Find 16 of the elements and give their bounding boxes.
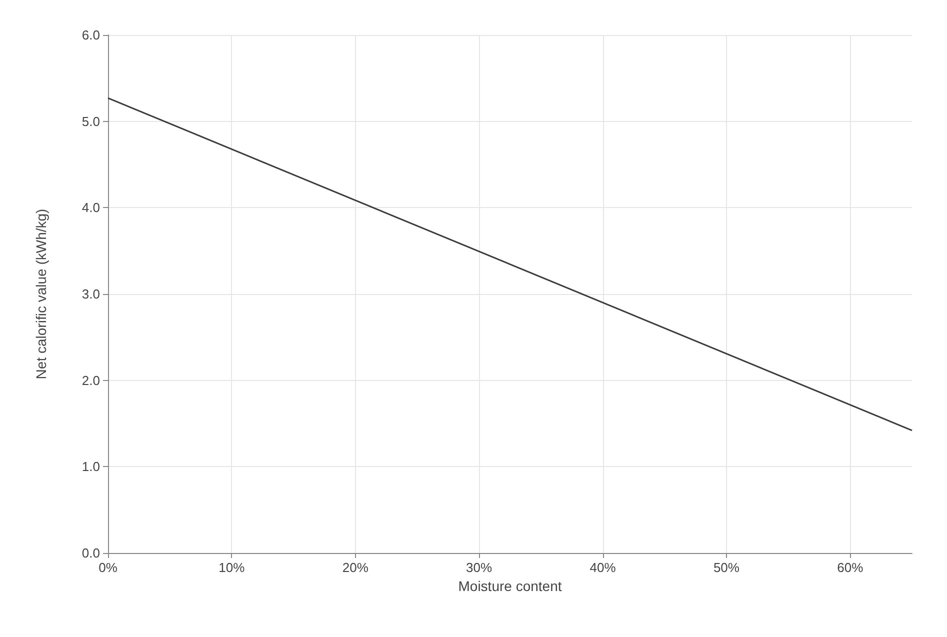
- y-tick-label: 6.0: [82, 28, 100, 42]
- y-tick-label: 1.0: [82, 459, 100, 474]
- y-axis-title: Net calorific value (kWh/kg): [33, 208, 49, 380]
- y-tick-label: 5.0: [82, 114, 100, 129]
- x-tick-label: 40%: [590, 560, 616, 575]
- x-tick-label: 10%: [218, 560, 246, 575]
- x-tick-label: 50%: [713, 560, 740, 575]
- x-tick-label: 30%: [466, 560, 493, 575]
- y-tick-label: 3.0: [82, 286, 100, 302]
- x-tick-label: 20%: [342, 560, 369, 575]
- x-tick-label: 0%: [98, 560, 118, 575]
- y-tick-label: 2.0: [82, 372, 100, 388]
- y-tick-label: 4.0: [82, 200, 100, 216]
- x-tick-label: 60%: [837, 560, 864, 575]
- x-axis-title: Moisture content: [458, 578, 562, 594]
- y-tick-label: 0.0: [82, 546, 100, 560]
